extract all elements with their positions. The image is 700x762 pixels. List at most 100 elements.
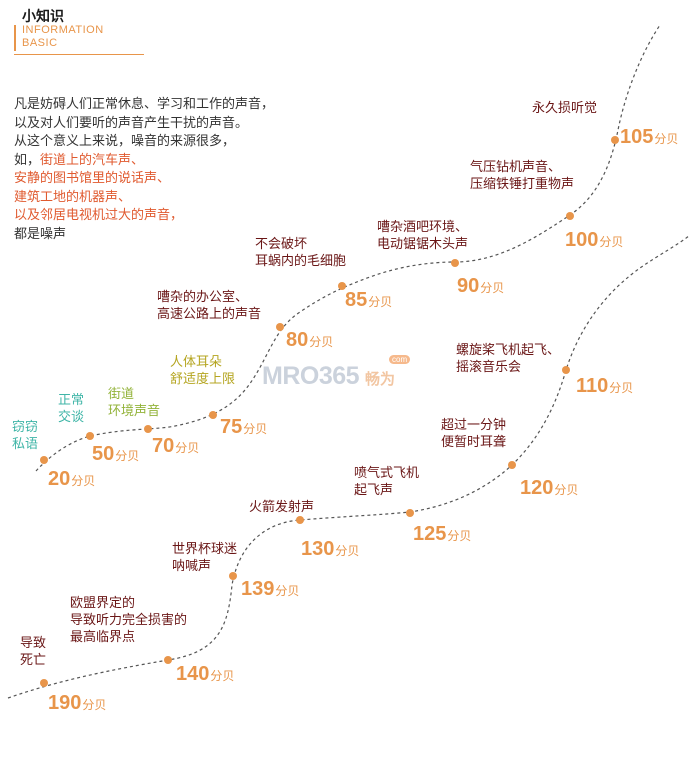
dot-190	[40, 679, 48, 687]
label-line: 私语	[12, 437, 39, 452]
decibel-unit: 分贝	[609, 381, 634, 395]
value-75: 75分贝	[220, 416, 267, 439]
watermark-com: com	[389, 355, 411, 364]
decibel-number: 80	[286, 329, 309, 351]
dot-75	[209, 411, 217, 419]
value-50: 50分贝	[92, 443, 139, 466]
label-line: 耳蜗内的毛细胞	[255, 254, 347, 269]
dot-50	[86, 432, 94, 440]
label-90: 嘈杂酒吧环境、 电动锯锯木头声	[377, 219, 468, 253]
dot-125	[406, 509, 414, 517]
label-line: 正常	[58, 393, 85, 408]
label-line: 螺旋桨飞机起飞、	[456, 343, 561, 358]
intro-highlight: 街道上的汽车声、	[40, 152, 145, 168]
label-line: 交谈	[58, 410, 85, 425]
label-line: 导致	[20, 636, 47, 651]
decibel-number: 190	[48, 692, 82, 714]
value-105: 105分贝	[620, 126, 678, 149]
decibel-unit: 分贝	[71, 474, 96, 488]
decibel-number: 139	[241, 578, 275, 600]
value-70: 70分贝	[152, 435, 199, 458]
label-80: 嘈杂的办公室、 高速公路上的声音	[157, 289, 261, 323]
label-line: 死亡	[20, 653, 47, 668]
label-105: 永久损听觉	[532, 100, 597, 117]
label-line: 永久损听觉	[532, 101, 598, 116]
decibel-number: 130	[301, 538, 335, 560]
dot-100	[566, 212, 574, 220]
value-110: 110分贝	[576, 375, 633, 398]
intro-line: 以及对人们要听的声音产生干扰的声音。	[14, 115, 249, 131]
label-50: 正常 交谈	[58, 392, 84, 426]
label-line: 喷气式飞机	[354, 466, 420, 481]
decibel-unit: 分贝	[554, 483, 579, 497]
label-85: 不会破坏耳蜗内的毛细胞	[255, 236, 346, 270]
decibel-unit: 分贝	[175, 441, 200, 455]
value-85: 85分贝	[345, 289, 392, 312]
dot-120	[508, 461, 516, 469]
label-140: 欧盟界定的 导致听力完全损害的 最高临界点	[70, 595, 187, 646]
label-139: 世界杯球迷 呐喊声	[172, 541, 237, 575]
label-line: 最高临界点	[70, 630, 136, 645]
intro-line: 从这个意义上来说，噪音的来源很多，	[14, 134, 236, 149]
intro-line-prefix: 如，	[14, 152, 41, 168]
value-140: 140分贝	[176, 663, 234, 686]
label-line: 人体耳朵	[170, 355, 223, 370]
path-dots	[40, 136, 619, 687]
watermark-logo: MRO365 畅为 com	[262, 355, 411, 391]
decibel-unit: 分贝	[82, 698, 107, 712]
decibel-unit: 分贝	[447, 529, 472, 543]
decibel-number: 125	[413, 523, 447, 545]
label-75: 人体耳朵 舒适度上限	[170, 354, 235, 388]
label-line: 火箭发射声	[249, 500, 315, 515]
label-line: 摇滚音乐会	[456, 360, 522, 375]
value-120: 120分贝	[520, 477, 578, 500]
intro-highlight: 建筑工地的机器声、	[14, 189, 132, 205]
dot-90	[451, 259, 459, 267]
header-underline	[14, 54, 144, 55]
label-line: 不会破坏	[255, 237, 308, 252]
dot-139	[229, 572, 237, 580]
label-line: 气压钻机声音、	[470, 160, 562, 175]
decibel-number: 85	[345, 289, 368, 311]
decibel-unit: 分贝	[115, 449, 140, 463]
label-70: 街道 环境声音	[108, 386, 160, 420]
decibel-unit: 分贝	[335, 544, 360, 558]
value-80: 80分贝	[286, 329, 333, 352]
dot-85	[338, 282, 346, 290]
dot-80	[276, 323, 284, 331]
value-100: 100分贝	[565, 229, 623, 252]
header-accent-bar	[14, 25, 16, 51]
path-lower	[7, 234, 691, 699]
decibel-unit: 分贝	[480, 281, 505, 295]
label-line: 世界杯球迷	[172, 542, 238, 557]
label-line: 舒适度上限	[170, 372, 236, 387]
label-line: 嘈杂的办公室、	[157, 290, 249, 305]
decibel-unit: 分贝	[275, 584, 300, 598]
decibel-number: 100	[565, 229, 599, 251]
value-125: 125分贝	[413, 523, 471, 546]
value-130: 130分贝	[301, 538, 359, 561]
decibel-number: 120	[520, 477, 554, 499]
decibel-number: 70	[152, 435, 175, 457]
dot-20	[40, 456, 48, 464]
value-20: 20分贝	[48, 468, 95, 491]
intro-highlight: 以及邻居电视机过大的声音，	[14, 208, 184, 223]
decibel-number: 140	[176, 663, 210, 685]
label-line: 街道	[108, 387, 135, 402]
label-line: 嘈杂酒吧环境、	[377, 220, 469, 235]
label-120: 超过一分钟 便暂时耳聋	[441, 417, 506, 451]
label-line: 环境声音	[108, 404, 161, 419]
value-139: 139分贝	[241, 578, 299, 601]
decibel-number: 20	[48, 468, 71, 490]
decibel-number: 110	[576, 375, 609, 397]
section-header: 小知识 INFORMATION BASIC	[0, 0, 150, 60]
label-line: 呐喊声	[172, 559, 212, 574]
value-190: 190分贝	[48, 692, 106, 715]
header-subtitle-line2: BASIC	[22, 37, 58, 49]
label-110: 螺旋桨飞机起飞、 摇滚音乐会	[456, 342, 560, 376]
dot-140	[164, 656, 172, 664]
decibel-unit: 分贝	[243, 422, 268, 436]
intro-paragraph: 凡是妨碍人们正常休息、学习和工作的声音， 以及对人们要听的声音产生干扰的声音。 …	[14, 96, 314, 244]
intro-line: 都是噪声	[14, 226, 67, 242]
